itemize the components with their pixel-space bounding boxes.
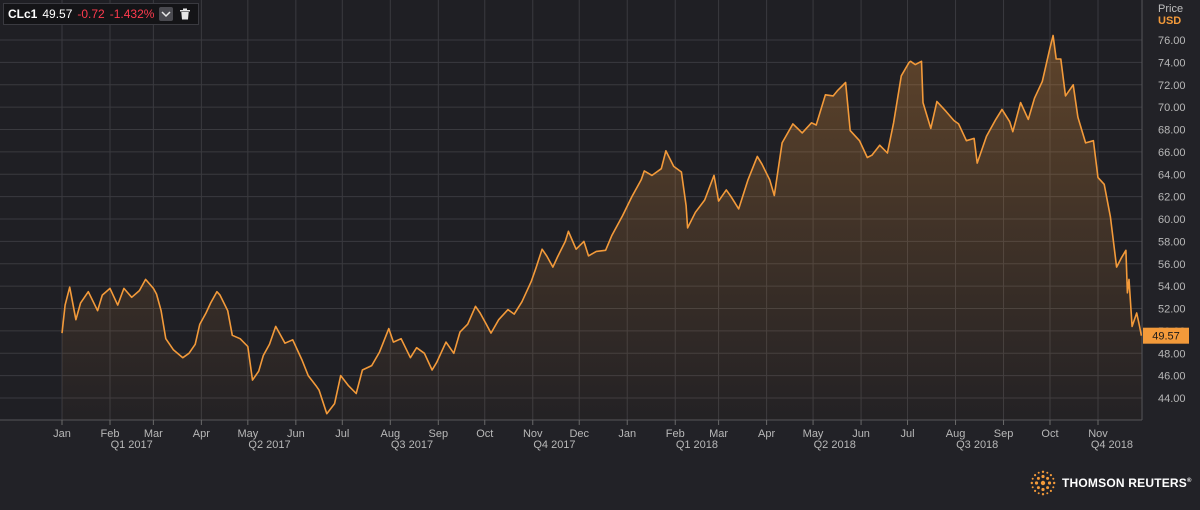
x-axis: Jan Feb Mar Apr May Jun Jul Aug Sep Oct Nov Dec Jan F…: [53, 420, 1108, 440]
y-tick-label: 64.00: [1158, 169, 1186, 181]
y-tick-label: 74.00: [1158, 57, 1186, 69]
x-tick-label: Oct: [476, 428, 493, 440]
ticker-header[interactable]: CLc1 49.57 -0.72 -1.432%: [3, 3, 200, 25]
y-tick-label: 58.00: [1158, 236, 1186, 248]
y-tick-label: 48.00: [1158, 348, 1186, 360]
last-price-tag-bg: [1143, 327, 1189, 344]
y-tick-label: 46.00: [1158, 371, 1186, 383]
last-price: 49.57: [42, 7, 73, 21]
reuters-logo-icon: [1030, 470, 1056, 496]
quarter-label: Q3 2017: [391, 439, 433, 451]
x-tick-label: Oct: [1041, 428, 1058, 440]
last-price-tag-label: 49.57: [1152, 331, 1180, 343]
axis-currency: USD: [1158, 15, 1182, 27]
chevron-down-icon[interactable]: [159, 7, 174, 21]
price-change: -0.72: [77, 7, 105, 21]
quarter-label: Q1 2017: [111, 439, 153, 451]
y-tick-label: 68.00: [1158, 125, 1186, 137]
y-tick-label: 60.00: [1158, 214, 1186, 226]
x-tick-label: Jan: [53, 428, 71, 440]
x-tick-label: Apr: [193, 428, 210, 440]
line-layer: [61, 34, 1143, 415]
x-tick-label: Dec: [569, 428, 589, 440]
y-tick-label: 56.00: [1158, 259, 1186, 271]
y-tick-label: 72.00: [1158, 80, 1186, 92]
x-tick-label: Feb: [101, 428, 120, 440]
ticker-symbol: CLc1: [8, 7, 38, 21]
quarter-label: Q2 2018: [814, 439, 856, 451]
y-tick-label: 52.00: [1158, 304, 1186, 316]
price-change-percent: -1.432%: [109, 7, 155, 21]
x-tick-label: Jan: [618, 428, 636, 440]
thomson-reuters-logo: THOMSON REUTERS®: [1030, 470, 1192, 496]
logo-text: THOMSON REUTERS®: [1062, 476, 1192, 490]
x-tick-label: Aug: [381, 428, 401, 440]
y-axis: 44.0046.0048.0050.0052.0054.0056.0058.00…: [1158, 35, 1186, 405]
x-tick-label: Feb: [666, 428, 685, 440]
x-tick-label: Sep: [994, 428, 1014, 440]
x-tick-label: Aug: [946, 428, 966, 440]
area-layer: [62, 35, 1142, 420]
quarter-label: Q3 2018: [956, 439, 998, 451]
y-tick-label: 66.00: [1158, 147, 1186, 159]
x-tick-label: Mar: [144, 428, 163, 440]
quarter-label: Q4 2017: [533, 439, 575, 451]
quarter-label: Q4 2018: [1091, 439, 1133, 451]
x-tick-label: Jun: [287, 428, 305, 440]
quarter-axis: Q1 2017 Q2 2017 Q3 2017 Q4 2017 Q1 2018 Q2 20…: [111, 439, 1133, 451]
series-line[interactable]: [61, 34, 1143, 415]
x-tick-label: May: [803, 428, 824, 440]
y-tick-label: 54.00: [1158, 281, 1186, 293]
y-tick-label: 76.00: [1158, 35, 1186, 47]
axis-title-price: Price: [1158, 3, 1184, 15]
x-tick-label: Nov: [1088, 428, 1108, 440]
x-tick-label: Mar: [709, 428, 728, 440]
x-tick-label: Jul: [900, 428, 914, 440]
last-price-tag: 49.57: [1143, 327, 1189, 344]
y-tick-label: 62.00: [1158, 192, 1186, 204]
y-tick-label: 44.00: [1158, 393, 1186, 405]
x-tick-label: Jul: [335, 428, 349, 440]
quarter-label: Q2 2017: [248, 439, 290, 451]
x-tick-label: Sep: [429, 428, 449, 440]
x-tick-label: May: [237, 428, 258, 440]
trash-icon[interactable]: [178, 7, 192, 21]
x-tick-label: Nov: [523, 428, 543, 440]
y-tick-label: 70.00: [1158, 102, 1186, 114]
x-tick-label: Jun: [852, 428, 870, 440]
series-area: [62, 35, 1142, 420]
quarter-label: Q1 2018: [676, 439, 718, 451]
x-tick-label: Apr: [758, 428, 775, 440]
